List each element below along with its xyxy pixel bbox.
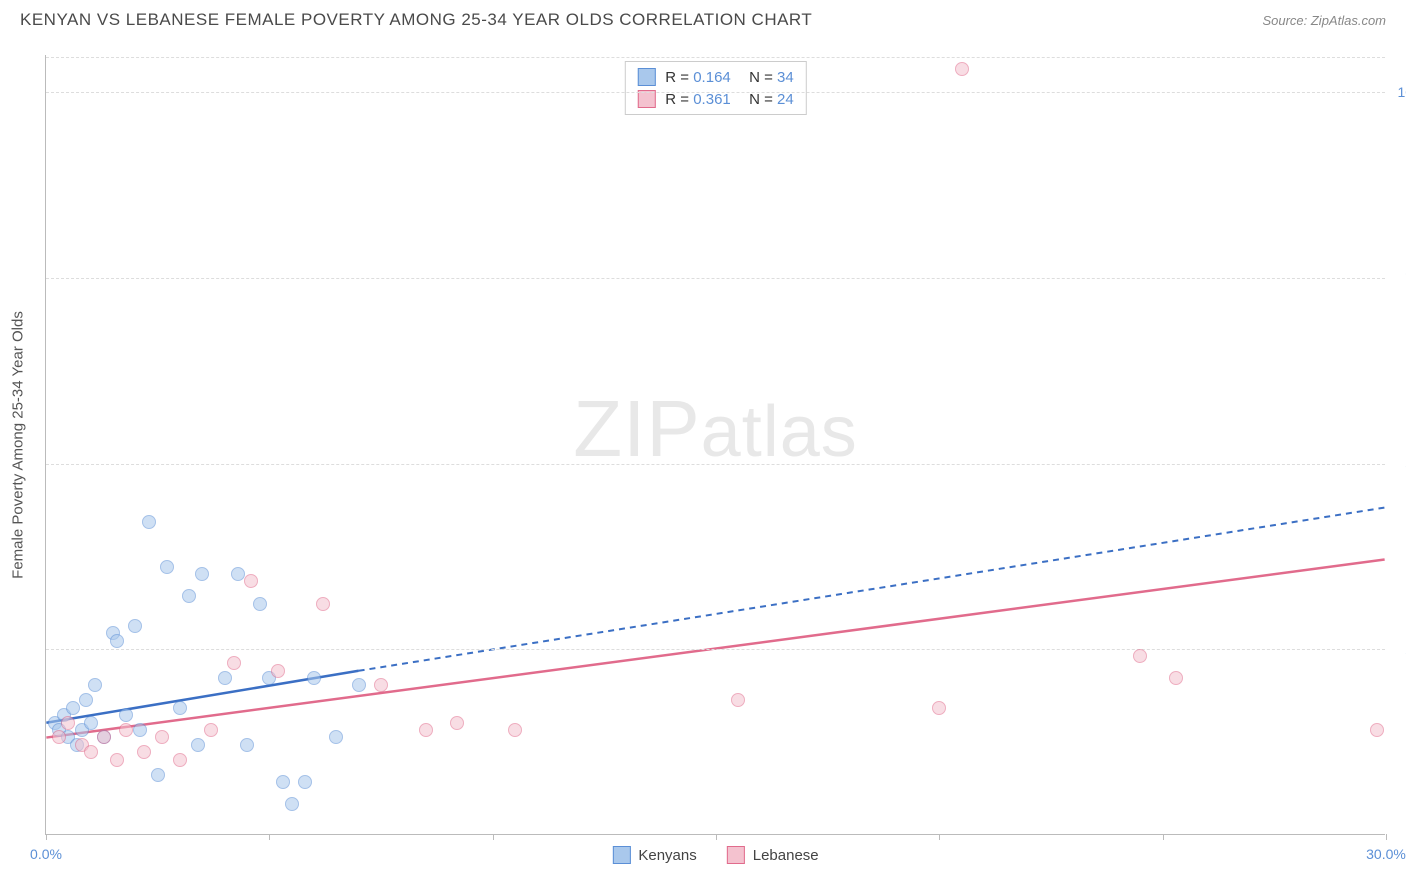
data-point bbox=[160, 560, 174, 574]
x-tick-label: 30.0% bbox=[1366, 846, 1406, 862]
data-point bbox=[119, 708, 133, 722]
legend-label: Kenyans bbox=[638, 847, 696, 864]
legend-swatch bbox=[612, 846, 630, 864]
data-point bbox=[61, 716, 75, 730]
data-point bbox=[204, 723, 218, 737]
data-point bbox=[191, 738, 205, 752]
gridline bbox=[46, 649, 1385, 650]
legend-label: Lebanese bbox=[753, 847, 819, 864]
data-point bbox=[79, 693, 93, 707]
series-legend: Kenyans Lebanese bbox=[612, 846, 818, 864]
data-point bbox=[182, 589, 196, 603]
data-point bbox=[110, 753, 124, 767]
data-point bbox=[195, 567, 209, 581]
x-tick bbox=[1386, 834, 1387, 840]
data-point bbox=[374, 678, 388, 692]
data-point bbox=[84, 716, 98, 730]
data-point bbox=[253, 597, 267, 611]
x-tick bbox=[269, 834, 270, 840]
data-point bbox=[352, 678, 366, 692]
data-point bbox=[271, 664, 285, 678]
x-tick bbox=[493, 834, 494, 840]
gridline bbox=[46, 278, 1385, 279]
y-axis-label: Female Poverty Among 25-34 Year Olds bbox=[10, 311, 27, 579]
trend-lines bbox=[46, 55, 1385, 834]
y-tick-label: 75.0% bbox=[1390, 270, 1406, 286]
legend-row: R = 0.164 N = 34 bbox=[637, 66, 793, 88]
data-point bbox=[1169, 671, 1183, 685]
legend-swatch bbox=[637, 68, 655, 86]
data-point bbox=[508, 723, 522, 737]
header: KENYAN VS LEBANESE FEMALE POVERTY AMONG … bbox=[0, 0, 1406, 36]
data-point bbox=[110, 634, 124, 648]
legend-item: Kenyans bbox=[612, 846, 696, 864]
data-point bbox=[119, 723, 133, 737]
legend-item: Lebanese bbox=[727, 846, 819, 864]
chart-title: KENYAN VS LEBANESE FEMALE POVERTY AMONG … bbox=[20, 10, 812, 30]
data-point bbox=[151, 768, 165, 782]
legend-n: N = 34 bbox=[741, 69, 794, 86]
data-point bbox=[173, 753, 187, 767]
data-point bbox=[419, 723, 433, 737]
data-point bbox=[88, 678, 102, 692]
data-point bbox=[932, 701, 946, 715]
gridline bbox=[46, 464, 1385, 465]
data-point bbox=[285, 797, 299, 811]
correlation-legend: R = 0.164 N = 34R = 0.361 N = 24 bbox=[624, 61, 806, 115]
legend-r: R = 0.164 bbox=[665, 69, 730, 86]
data-point bbox=[1370, 723, 1384, 737]
data-point bbox=[155, 730, 169, 744]
data-point bbox=[329, 730, 343, 744]
data-point bbox=[84, 745, 98, 759]
x-tick bbox=[1163, 834, 1164, 840]
y-tick-label: 100.0% bbox=[1390, 84, 1406, 100]
y-tick-label: 50.0% bbox=[1390, 456, 1406, 472]
x-tick bbox=[939, 834, 940, 840]
data-point bbox=[731, 693, 745, 707]
data-point bbox=[298, 775, 312, 789]
gridline bbox=[46, 57, 1385, 58]
data-point bbox=[240, 738, 254, 752]
data-point bbox=[133, 723, 147, 737]
data-point bbox=[128, 619, 142, 633]
data-point bbox=[137, 745, 151, 759]
data-point bbox=[66, 701, 80, 715]
source-credit: Source: ZipAtlas.com bbox=[1262, 13, 1386, 28]
scatter-chart: Female Poverty Among 25-34 Year Olds ZIP… bbox=[45, 55, 1385, 835]
data-point bbox=[97, 730, 111, 744]
data-point bbox=[276, 775, 290, 789]
data-point bbox=[52, 730, 66, 744]
legend-swatch bbox=[727, 846, 745, 864]
data-point bbox=[173, 701, 187, 715]
data-point bbox=[227, 656, 241, 670]
data-point bbox=[316, 597, 330, 611]
data-point bbox=[307, 671, 321, 685]
x-tick bbox=[716, 834, 717, 840]
data-point bbox=[218, 671, 232, 685]
x-tick-label: 0.0% bbox=[30, 846, 62, 862]
x-tick bbox=[46, 834, 47, 840]
data-point bbox=[450, 716, 464, 730]
data-point bbox=[1133, 649, 1147, 663]
data-point bbox=[244, 574, 258, 588]
trend-line-extended bbox=[359, 508, 1385, 671]
data-point bbox=[142, 515, 156, 529]
gridline bbox=[46, 92, 1385, 93]
data-point bbox=[955, 62, 969, 76]
data-point bbox=[231, 567, 245, 581]
y-tick-label: 25.0% bbox=[1390, 641, 1406, 657]
